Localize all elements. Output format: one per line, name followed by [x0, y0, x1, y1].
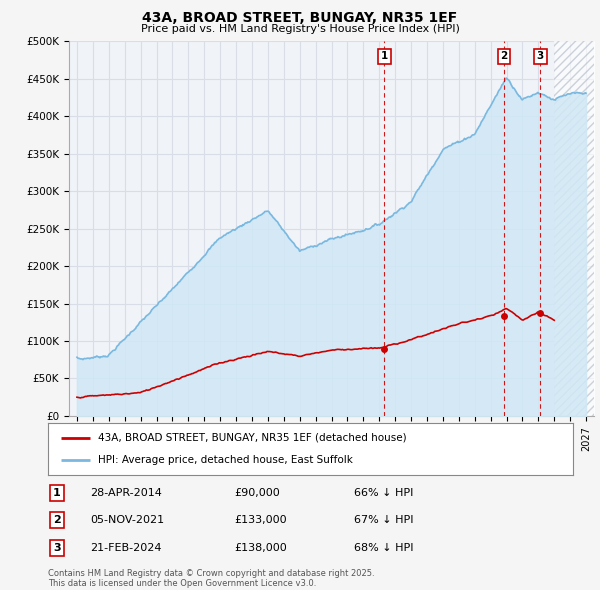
Text: 66% ↓ HPI: 66% ↓ HPI: [354, 488, 413, 497]
Bar: [554, 41, 594, 416]
Text: Contains HM Land Registry data © Crown copyright and database right 2025.
This d: Contains HM Land Registry data © Crown c…: [48, 569, 374, 588]
Text: Price paid vs. HM Land Registry's House Price Index (HPI): Price paid vs. HM Land Registry's House …: [140, 24, 460, 34]
Text: 43A, BROAD STREET, BUNGAY, NR35 1EF: 43A, BROAD STREET, BUNGAY, NR35 1EF: [142, 11, 458, 25]
Text: 68% ↓ HPI: 68% ↓ HPI: [354, 543, 413, 553]
Text: £90,000: £90,000: [234, 488, 280, 497]
Text: £138,000: £138,000: [234, 543, 287, 553]
Text: 3: 3: [53, 543, 61, 553]
Text: 1: 1: [381, 51, 388, 61]
Text: 2: 2: [500, 51, 508, 61]
Text: 28-APR-2014: 28-APR-2014: [90, 488, 162, 497]
Text: 67% ↓ HPI: 67% ↓ HPI: [354, 516, 413, 525]
Text: 2: 2: [53, 516, 61, 525]
Text: 05-NOV-2021: 05-NOV-2021: [90, 516, 164, 525]
Text: 43A, BROAD STREET, BUNGAY, NR35 1EF (detached house): 43A, BROAD STREET, BUNGAY, NR35 1EF (det…: [98, 432, 407, 442]
Text: 3: 3: [537, 51, 544, 61]
Text: 21-FEB-2024: 21-FEB-2024: [90, 543, 161, 553]
Text: 1: 1: [53, 488, 61, 497]
Text: £133,000: £133,000: [234, 516, 287, 525]
Text: HPI: Average price, detached house, East Suffolk: HPI: Average price, detached house, East…: [98, 455, 353, 466]
